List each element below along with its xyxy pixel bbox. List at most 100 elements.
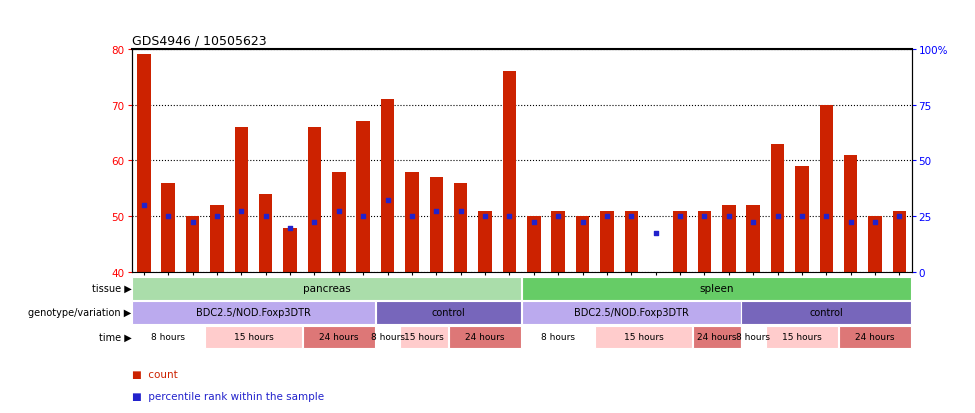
Point bbox=[526, 219, 542, 225]
Bar bbox=[206, 326, 302, 348]
Bar bbox=[454, 183, 467, 273]
Bar bbox=[133, 278, 522, 300]
Text: 15 hours: 15 hours bbox=[234, 332, 273, 341]
Bar bbox=[308, 128, 321, 273]
Bar bbox=[375, 326, 400, 348]
Text: spleen: spleen bbox=[699, 283, 734, 293]
Point bbox=[209, 214, 224, 220]
Bar bbox=[820, 105, 833, 273]
Point bbox=[331, 208, 347, 215]
Bar bbox=[766, 326, 838, 348]
Point bbox=[257, 214, 273, 220]
Point bbox=[624, 214, 640, 220]
Bar bbox=[869, 217, 881, 273]
Point bbox=[306, 219, 322, 225]
Bar bbox=[162, 183, 175, 273]
Point bbox=[599, 214, 615, 220]
Point bbox=[891, 214, 907, 220]
Point bbox=[647, 230, 663, 237]
Point bbox=[501, 214, 517, 220]
Point bbox=[868, 219, 883, 225]
Text: control: control bbox=[809, 307, 843, 317]
Bar bbox=[302, 326, 374, 348]
Bar bbox=[284, 228, 296, 273]
Point bbox=[722, 214, 737, 220]
Text: BDC2.5/NOD.Foxp3DTR: BDC2.5/NOD.Foxp3DTR bbox=[196, 307, 311, 317]
Point bbox=[429, 208, 445, 215]
Text: GDS4946 / 10505623: GDS4946 / 10505623 bbox=[132, 35, 266, 47]
Bar bbox=[674, 211, 686, 273]
Point bbox=[842, 219, 859, 225]
Point bbox=[819, 214, 835, 220]
Text: 8 hours: 8 hours bbox=[541, 332, 575, 341]
Point bbox=[355, 214, 370, 220]
Bar bbox=[211, 206, 223, 273]
Text: control: control bbox=[432, 307, 465, 317]
Bar bbox=[133, 302, 375, 324]
Bar bbox=[844, 156, 857, 273]
Text: 8 hours: 8 hours bbox=[736, 332, 770, 341]
Point bbox=[794, 214, 809, 220]
Text: 8 hours: 8 hours bbox=[370, 332, 405, 341]
Point bbox=[136, 202, 152, 209]
Bar bbox=[838, 326, 911, 348]
Point bbox=[673, 214, 688, 220]
Text: genotype/variation ▶: genotype/variation ▶ bbox=[28, 307, 132, 317]
Bar bbox=[448, 326, 522, 348]
Point bbox=[452, 208, 468, 215]
Text: 15 hours: 15 hours bbox=[782, 332, 822, 341]
Point bbox=[575, 219, 591, 225]
Point bbox=[550, 214, 566, 220]
Text: 24 hours: 24 hours bbox=[465, 332, 505, 341]
Bar bbox=[479, 211, 491, 273]
Bar bbox=[552, 211, 565, 273]
Bar bbox=[503, 72, 516, 273]
Bar bbox=[332, 172, 345, 273]
Bar bbox=[375, 302, 522, 324]
Bar bbox=[259, 195, 272, 273]
Point bbox=[745, 219, 760, 225]
Text: ■  count: ■ count bbox=[132, 369, 177, 379]
Bar bbox=[381, 100, 394, 273]
Bar bbox=[357, 122, 370, 273]
Point bbox=[283, 225, 298, 231]
Text: ■  percentile rank within the sample: ■ percentile rank within the sample bbox=[132, 392, 324, 401]
Bar bbox=[137, 55, 150, 273]
Bar bbox=[186, 217, 199, 273]
Bar bbox=[722, 206, 735, 273]
Bar bbox=[523, 278, 911, 300]
Bar bbox=[771, 145, 784, 273]
Text: 24 hours: 24 hours bbox=[855, 332, 895, 341]
Text: time ▶: time ▶ bbox=[98, 332, 132, 342]
Bar bbox=[692, 326, 741, 348]
Text: tissue ▶: tissue ▶ bbox=[92, 283, 132, 293]
Bar bbox=[406, 172, 418, 273]
Bar bbox=[698, 211, 711, 273]
Text: 24 hours: 24 hours bbox=[697, 332, 736, 341]
Point bbox=[234, 208, 250, 215]
Point bbox=[185, 219, 201, 225]
Bar bbox=[625, 211, 638, 273]
Bar bbox=[430, 178, 443, 273]
Bar bbox=[235, 128, 248, 273]
Bar bbox=[741, 302, 911, 324]
Bar bbox=[741, 326, 764, 348]
Point bbox=[696, 214, 712, 220]
Point bbox=[380, 197, 396, 204]
Bar bbox=[523, 302, 741, 324]
Text: 8 hours: 8 hours bbox=[151, 332, 185, 341]
Bar bbox=[401, 326, 448, 348]
Point bbox=[770, 214, 786, 220]
Text: 24 hours: 24 hours bbox=[319, 332, 359, 341]
Point bbox=[160, 214, 176, 220]
Bar bbox=[527, 217, 540, 273]
Bar bbox=[133, 326, 205, 348]
Bar bbox=[576, 217, 589, 273]
Bar bbox=[893, 211, 906, 273]
Bar bbox=[796, 166, 808, 273]
Text: 15 hours: 15 hours bbox=[624, 332, 663, 341]
Bar bbox=[523, 326, 594, 348]
Bar bbox=[601, 211, 613, 273]
Text: BDC2.5/NOD.Foxp3DTR: BDC2.5/NOD.Foxp3DTR bbox=[574, 307, 688, 317]
Point bbox=[404, 214, 419, 220]
